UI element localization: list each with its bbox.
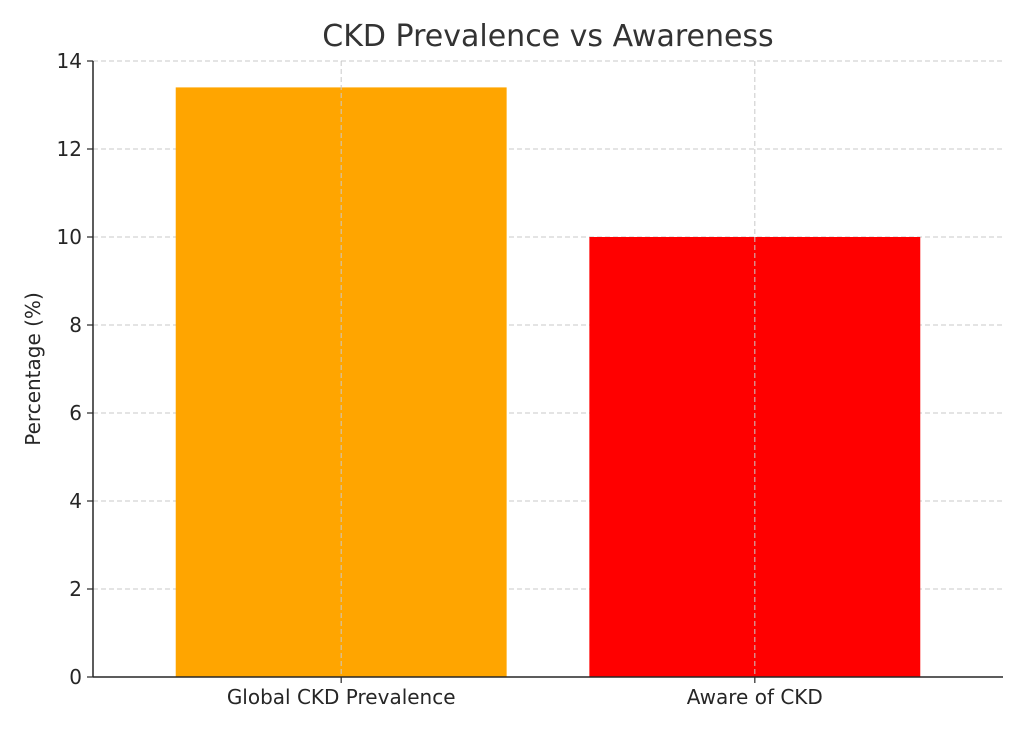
y-axis-ticks: 0 2 4 6 8 10 12 14 — [57, 49, 93, 689]
y-tick-label: 12 — [57, 137, 82, 161]
y-axis-label: Percentage (%) — [21, 292, 45, 445]
y-tick-label: 2 — [69, 577, 82, 601]
y-tick-label: 8 — [69, 313, 82, 337]
y-tick-label: 4 — [69, 489, 82, 513]
y-tick-label: 6 — [69, 401, 82, 425]
x-axis-ticks: Global CKD Prevalence Aware of CKD — [227, 677, 823, 709]
x-tick-label: Global CKD Prevalence — [227, 685, 456, 709]
chart-title: CKD Prevalence vs Awareness — [322, 19, 773, 54]
y-tick-label: 0 — [69, 665, 82, 689]
y-tick-label: 10 — [57, 225, 82, 249]
grid-lines-front — [340, 61, 756, 677]
x-tick-label: Aware of CKD — [687, 685, 823, 709]
y-tick-label: 14 — [57, 49, 82, 73]
